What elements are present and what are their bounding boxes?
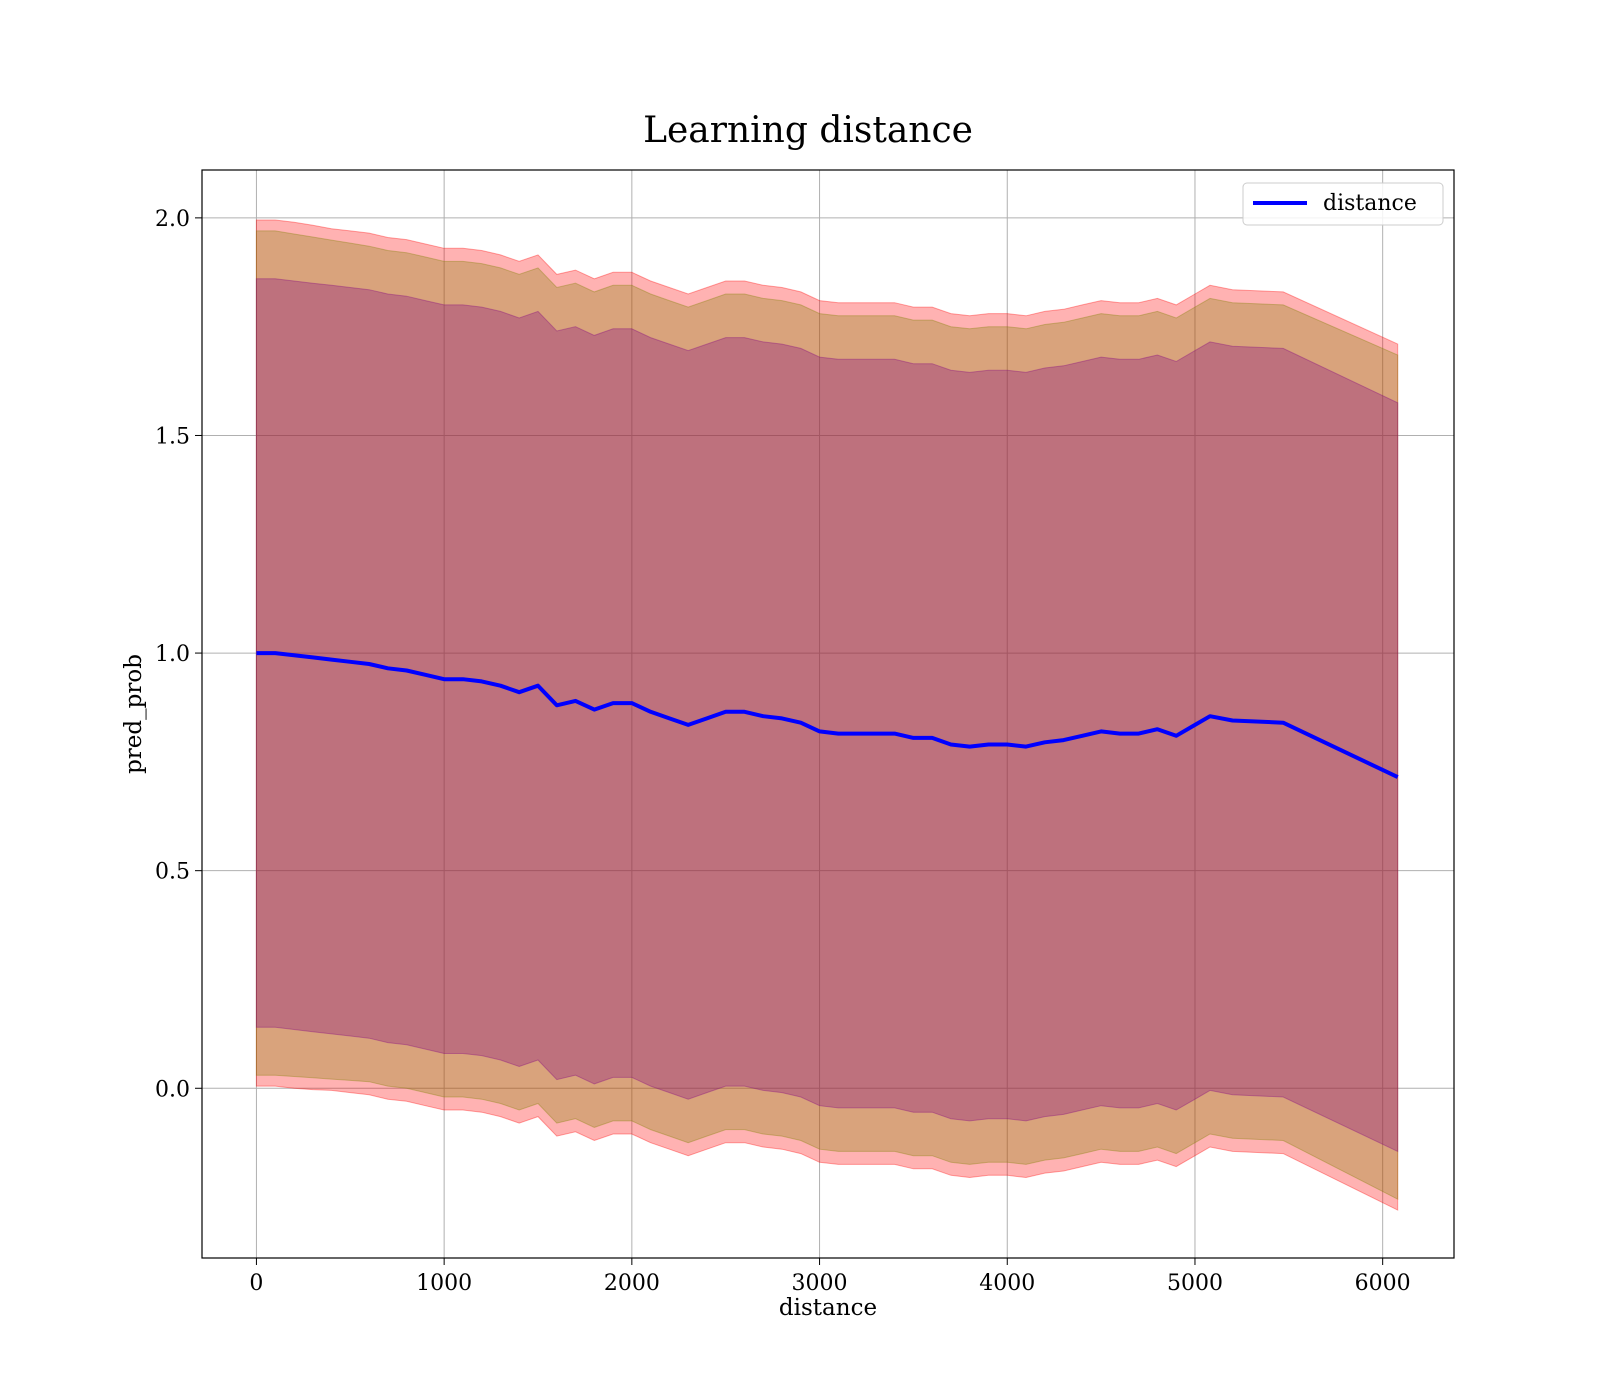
chart-title: Learning distance (643, 110, 973, 151)
legend-label-distance: distance (1323, 191, 1417, 216)
legend-box (1242, 182, 1444, 226)
y-tick-label-3: 1.5 (155, 424, 190, 449)
y-axis-label: pred_prob (121, 654, 147, 774)
x-axis-ticks: 0 1000 2000 3000 4000 5000 6000 (249, 1258, 1411, 1296)
series-line-distance (256, 651, 1399, 779)
band-inner (255, 278, 1399, 1153)
x-tick-label-1: 1000 (416, 1271, 472, 1296)
y-axis-ticks: 0.0 0.5 1.0 1.5 2.0 (155, 207, 202, 1102)
y-tick-label-4: 2.0 (155, 207, 190, 232)
legend: distance (1242, 182, 1444, 226)
x-tick-label-2: 2000 (604, 1271, 660, 1296)
band-outer (255, 219, 1399, 1211)
series-lines (256, 651, 1399, 779)
plot-frame (201, 169, 1455, 1259)
x-tick-label-3: 3000 (792, 1271, 848, 1296)
y-tick-label-0: 0.0 (155, 1077, 190, 1102)
y-tick-label-1: 0.5 (155, 860, 190, 885)
x-tick-label-5: 5000 (1167, 1271, 1223, 1296)
x-axis-label: distance (779, 1295, 877, 1321)
x-tick-label-6: 6000 (1355, 1271, 1411, 1296)
y-tick-label-2: 1.0 (155, 642, 190, 667)
grid (202, 170, 1454, 1258)
confidence-bands (255, 219, 1399, 1211)
x-tick-label-4: 4000 (979, 1271, 1035, 1296)
x-tick-label-0: 0 (249, 1271, 263, 1296)
band-middle (255, 230, 1399, 1201)
